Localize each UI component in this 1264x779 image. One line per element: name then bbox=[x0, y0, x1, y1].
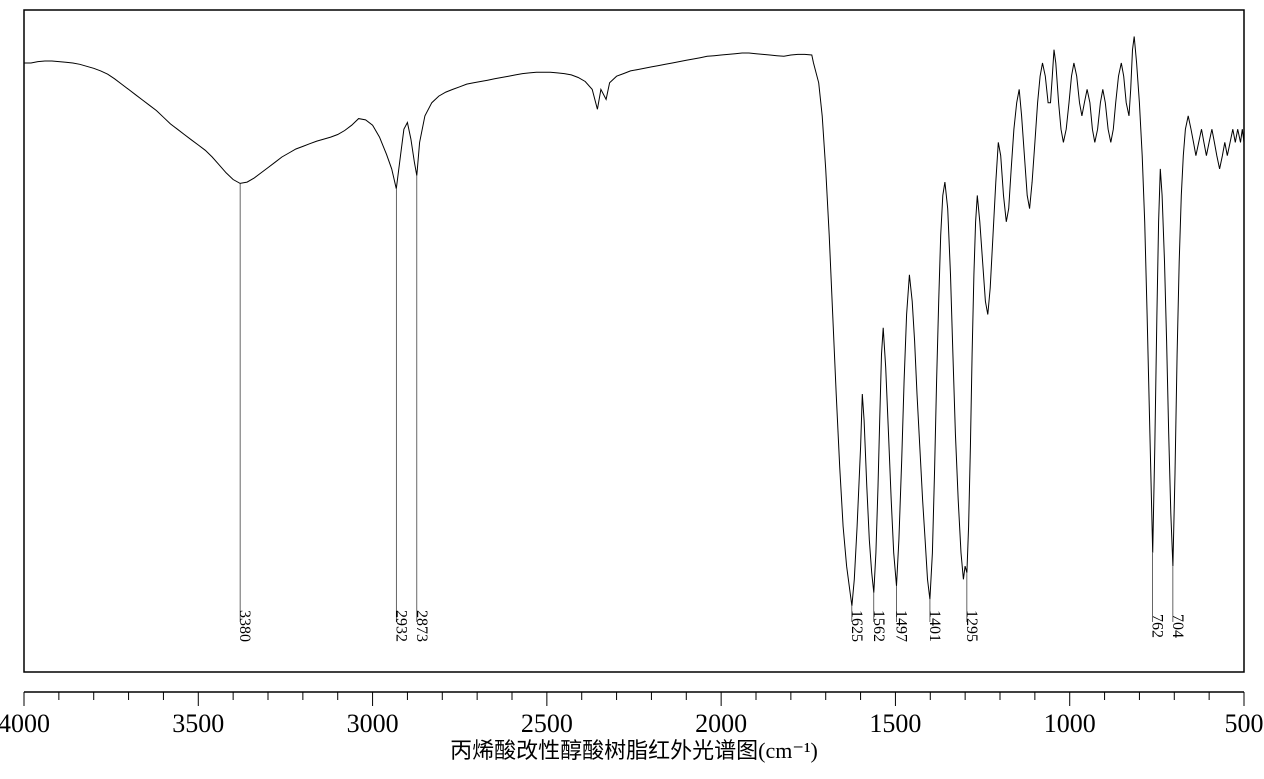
x-tick-label: 1000 bbox=[1044, 709, 1096, 738]
ir-spectrum-chart: 4000 3500 3000 2500 2000 1500 1000 500 丙烯酸改性醇酸树脂… bbox=[0, 0, 1264, 779]
peak-label: 1401 bbox=[926, 610, 943, 642]
x-axis-title: 丙烯酸改性醇酸树脂红外光谱图(cm⁻¹) bbox=[450, 738, 818, 763]
peak-label: 3380 bbox=[236, 610, 253, 642]
x-tick-label: 3000 bbox=[347, 709, 399, 738]
peak-label: 1497 bbox=[892, 610, 909, 642]
peak-label: 2932 bbox=[392, 610, 409, 642]
x-tick-label: 1500 bbox=[869, 709, 921, 738]
peak-label: 762 bbox=[1149, 614, 1166, 638]
peak-label: 2873 bbox=[413, 610, 430, 642]
x-tick-label: 3500 bbox=[172, 709, 224, 738]
x-tick-label: 2500 bbox=[521, 709, 573, 738]
x-tick-label: 4000 bbox=[0, 709, 50, 738]
peak-label: 1625 bbox=[848, 610, 865, 642]
spectrum-line bbox=[24, 37, 1244, 606]
x-tick-label: 2000 bbox=[695, 709, 747, 738]
chart-svg: 4000 3500 3000 2500 2000 1500 1000 500 丙烯酸改性醇酸树脂… bbox=[0, 0, 1264, 779]
x-tick-label: 500 bbox=[1225, 709, 1264, 738]
peak-label: 1295 bbox=[963, 610, 980, 642]
plot-border bbox=[24, 10, 1244, 672]
peak-label: 704 bbox=[1169, 614, 1186, 638]
peak-label: 1562 bbox=[870, 610, 887, 642]
